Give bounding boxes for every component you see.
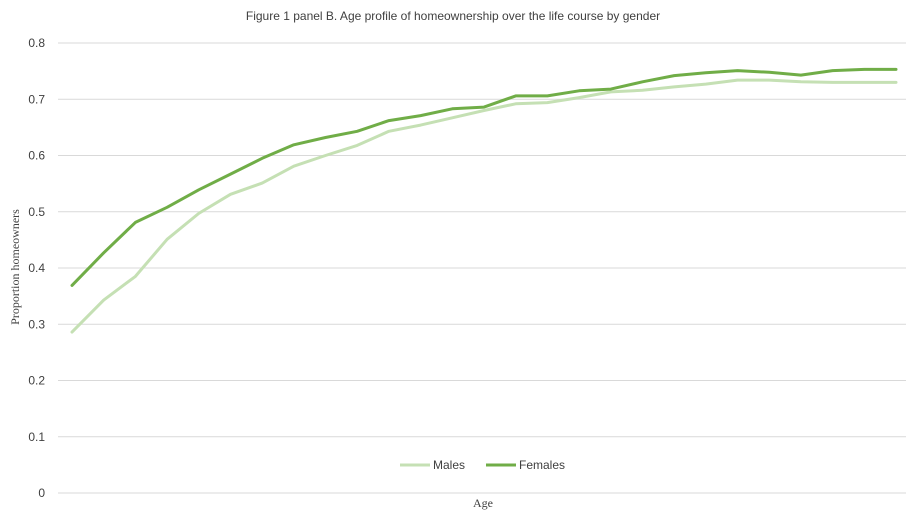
series-line-males [70, 78, 898, 334]
series-line-females [70, 67, 898, 287]
legend: Males Females [400, 458, 565, 472]
y-tick-label: 0.1 [28, 430, 45, 444]
y-tick-label: 0.2 [28, 374, 45, 388]
y-tick-label: 0 [38, 486, 45, 500]
y-tick-label: 0.8 [28, 36, 45, 50]
y-tick-label: 0.7 [28, 92, 45, 106]
y-axis-ticks: 0 0.1 0.2 0.3 0.4 0.5 0.6 0.7 0.8 [28, 36, 45, 500]
y-tick-label: 0.3 [28, 317, 45, 331]
chart-title: Figure 1 panel B. Age profile of homeown… [246, 9, 660, 23]
y-tick-label: 0.5 [28, 205, 45, 219]
legend-label-males: Males [433, 458, 465, 472]
series-lines [70, 67, 898, 334]
legend-label-females: Females [519, 458, 565, 472]
y-tick-label: 0.6 [28, 149, 45, 163]
y-axis-label: Proportion homeowners [8, 209, 22, 325]
x-axis-label: Age [473, 496, 493, 510]
y-tick-label: 0.4 [28, 261, 45, 275]
